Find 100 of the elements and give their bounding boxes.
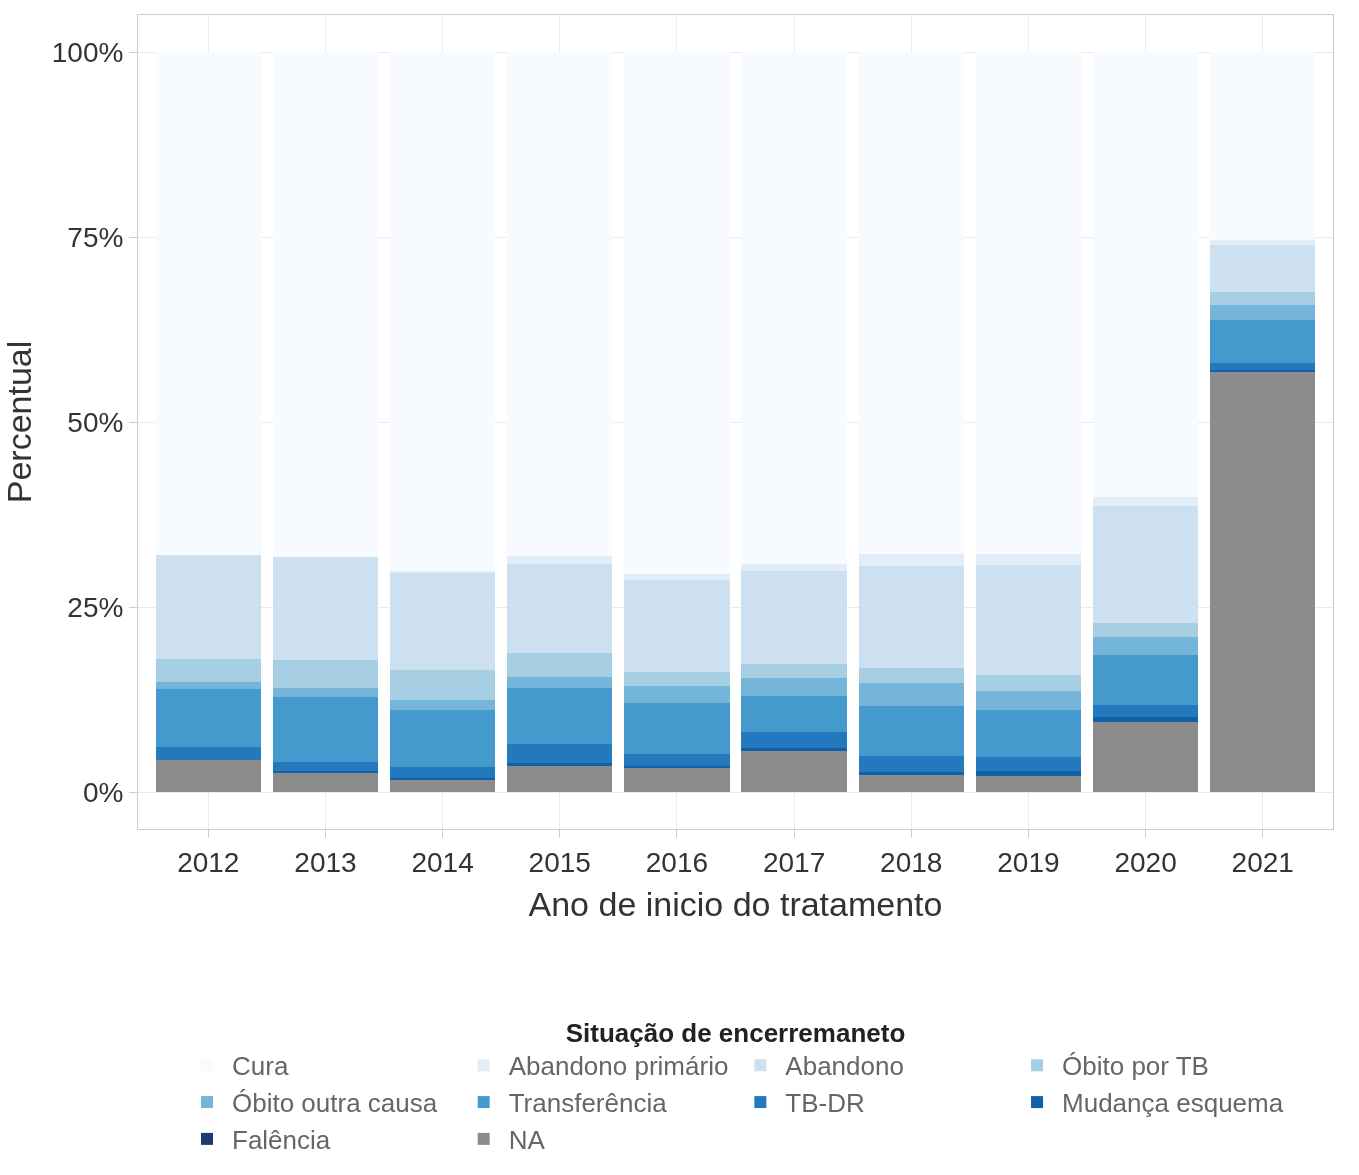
bar	[624, 573, 730, 581]
x-tick-label: 2016	[645, 846, 709, 878]
bar	[389, 669, 496, 701]
bar	[858, 774, 964, 792]
bar	[741, 564, 847, 572]
bar	[1209, 370, 1316, 373]
bar	[975, 757, 1082, 772]
bar	[975, 775, 1082, 792]
bar	[1092, 636, 1199, 656]
bar	[389, 700, 496, 710]
bar	[155, 658, 262, 682]
bar	[1092, 722, 1199, 792]
legend-label: Cura	[232, 1051, 289, 1082]
bar	[1209, 245, 1316, 292]
bar	[741, 751, 847, 792]
bar	[272, 772, 379, 792]
bar	[624, 768, 730, 792]
x-tick-label: 2017	[762, 846, 826, 878]
bar	[858, 553, 964, 567]
bar	[1209, 319, 1316, 363]
bar	[1092, 655, 1199, 706]
bar	[1092, 622, 1199, 637]
bar	[741, 732, 847, 748]
y-axis-title: Percentual	[0, 340, 38, 504]
x-axis-title: Ano de inicio do tratamento	[528, 884, 943, 923]
legend-label: TB-DR	[785, 1088, 865, 1119]
bar	[1092, 705, 1199, 717]
y-tick-label: 100%	[51, 36, 124, 68]
legend-label: Abandono	[785, 1051, 904, 1082]
bar	[155, 760, 262, 792]
bar	[858, 772, 964, 775]
legend-label: Mudança esquema	[1062, 1088, 1284, 1119]
x-tick-label: 2012	[177, 846, 240, 878]
x-tick-label: 2014	[411, 846, 474, 878]
bar	[155, 746, 262, 761]
bar	[507, 564, 613, 653]
x-tick-label: 2019	[997, 846, 1060, 878]
bar	[389, 766, 496, 778]
bar	[741, 678, 847, 696]
bar	[624, 580, 730, 673]
x-tick-label: 2018	[880, 846, 943, 878]
bar	[741, 695, 847, 733]
bar	[975, 709, 1082, 758]
y-tick-label: 50%	[67, 406, 124, 438]
bar	[155, 681, 262, 690]
bar	[389, 779, 496, 792]
bar	[272, 697, 379, 763]
legend-label: Óbito por TB	[1062, 1051, 1209, 1082]
x-tick-label: 2021	[1231, 846, 1294, 878]
legend-label: NA	[508, 1125, 546, 1156]
bar	[1209, 305, 1316, 320]
x-tick-label: 2013	[294, 846, 357, 878]
bar	[389, 777, 496, 780]
legend-label: Óbito outra causa	[232, 1088, 438, 1119]
bar	[272, 556, 379, 661]
x-tick-label: 2015	[528, 846, 591, 878]
bar	[975, 691, 1082, 710]
bar	[624, 766, 730, 769]
bar	[272, 688, 379, 698]
bar	[507, 763, 613, 767]
bar	[155, 555, 262, 659]
y-tick-label: 25%	[67, 591, 124, 623]
bar	[507, 676, 613, 689]
y-tick-label: 75%	[67, 221, 124, 253]
bar	[624, 672, 730, 687]
bar	[507, 766, 613, 792]
bar	[858, 756, 964, 773]
x-tick-label: 2020	[1114, 846, 1177, 878]
bar	[858, 683, 964, 707]
bar	[858, 667, 964, 684]
y-tick-label: 0%	[82, 776, 124, 808]
bar	[741, 663, 847, 679]
bar	[507, 555, 613, 565]
bar	[975, 564, 1082, 676]
bar	[741, 571, 847, 664]
bar	[858, 566, 964, 668]
bar	[975, 554, 1082, 565]
bar	[975, 675, 1082, 692]
bar	[1092, 506, 1199, 623]
bar	[389, 572, 496, 670]
bar	[1209, 239, 1316, 246]
legend-label: Abandono primário	[508, 1051, 729, 1082]
legend-label: Falência	[232, 1125, 331, 1156]
bar	[858, 706, 964, 757]
bar	[1209, 362, 1316, 371]
bar	[272, 660, 379, 689]
legend-label: Transferência	[508, 1088, 668, 1119]
bar	[1209, 291, 1316, 306]
bar	[1209, 372, 1316, 792]
bar	[507, 743, 613, 764]
bar	[624, 686, 730, 704]
bar	[975, 771, 1082, 776]
bar	[624, 753, 730, 767]
bar	[1092, 496, 1199, 507]
bar	[624, 703, 730, 754]
legend-title: Situação de encerremaneto	[565, 1017, 906, 1048]
bar	[507, 688, 613, 744]
bar	[272, 762, 379, 772]
bar	[389, 709, 496, 767]
bar	[507, 652, 613, 677]
